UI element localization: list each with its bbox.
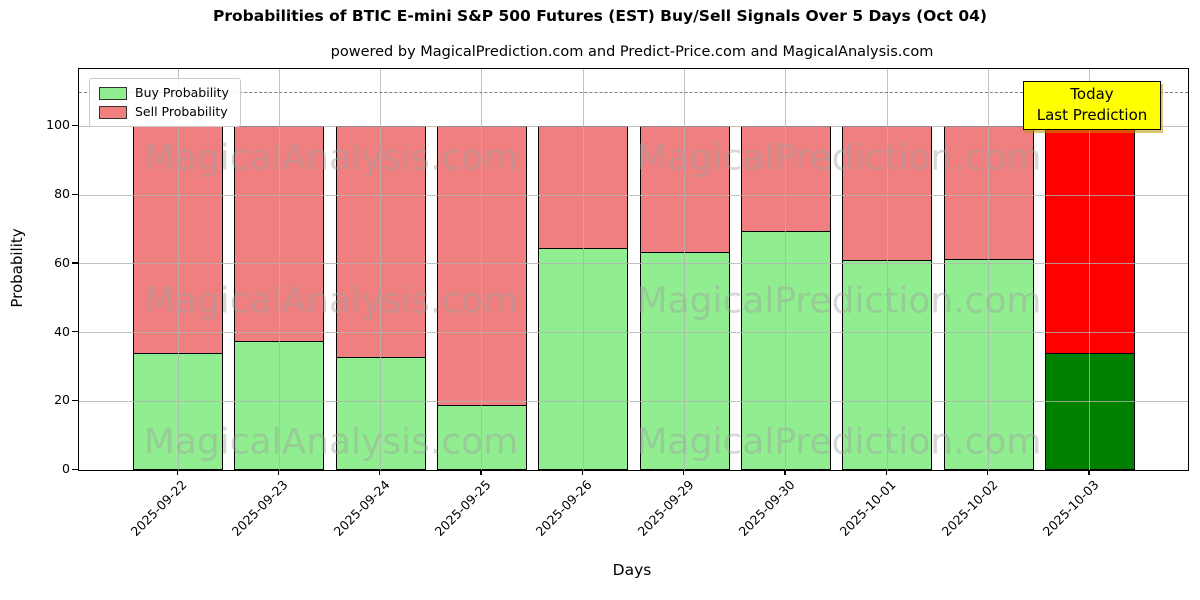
gridline-y-60 <box>79 263 1188 265</box>
x-ticklabel-2025-09-30: 2025-09-30 <box>735 477 798 539</box>
gridline-x-2025-09-24 <box>380 69 382 470</box>
x-ticklabel-2025-09-25: 2025-09-25 <box>431 477 494 539</box>
x-ticklabel-2025-09-22: 2025-09-22 <box>127 477 190 539</box>
y-ticklabel-0: 0 <box>62 461 70 476</box>
y-axis-label: Probability <box>8 228 26 308</box>
x-tickmark-2025-09-24 <box>379 470 381 475</box>
x-ticklabel-2025-09-29: 2025-09-29 <box>634 477 697 539</box>
y-ticklabel-80: 80 <box>54 186 70 202</box>
today-annotation-box: Today Last Prediction <box>1023 81 1161 130</box>
legend-label-buy: Buy Probability <box>135 85 229 100</box>
legend-label-sell: Sell Probability <box>135 104 228 119</box>
x-ticklabel-2025-10-01: 2025-10-01 <box>836 477 899 539</box>
x-ticklabel-2025-09-23: 2025-09-23 <box>228 477 291 539</box>
y-tickmark-80 <box>72 193 78 195</box>
y-tickmark-40 <box>72 331 78 333</box>
y-ticklabel-60: 60 <box>54 254 70 270</box>
y-tickmark-60 <box>72 262 78 264</box>
chart-title: Probabilities of BTIC E-mini S&P 500 Fut… <box>212 7 988 25</box>
y-tickmark-0 <box>72 468 78 470</box>
gridline-x-2025-09-23 <box>278 69 280 470</box>
gridline-y-40 <box>79 332 1188 334</box>
chart-subtitle: powered by MagicalPrediction.com and Pre… <box>330 44 934 60</box>
x-tickmark-2025-09-22 <box>176 470 178 475</box>
annotation-line-2: Last Prediction <box>1036 106 1148 124</box>
gridline-x-2025-09-22 <box>177 69 179 470</box>
x-tickmark-2025-10-01 <box>885 470 887 475</box>
x-tickmark-2025-10-03 <box>1088 470 1090 475</box>
legend: Buy Probability Sell Probability <box>89 78 241 127</box>
gridline-x-2025-09-25 <box>481 69 483 470</box>
x-axis-label: Days <box>612 561 652 579</box>
plot-area: MagicalAnalysis.com MagicalPrediction.com… <box>78 68 1189 471</box>
x-tickmark-2025-09-30 <box>784 470 786 475</box>
gridline-y-20 <box>79 400 1188 402</box>
annotation-line-1: Today <box>1070 85 1114 103</box>
x-tickmark-2025-09-26 <box>581 470 583 475</box>
gridline-x-2025-09-29 <box>684 69 686 470</box>
x-ticklabel-2025-10-03: 2025-10-03 <box>1039 477 1102 539</box>
gridline-x-2025-09-30 <box>785 69 787 470</box>
buy-color-swatch <box>99 86 127 100</box>
reference-dashed-line <box>79 92 1188 94</box>
x-ticklabel-2025-09-24: 2025-09-24 <box>330 477 393 539</box>
legend-entry-buy: Buy Probability <box>99 86 229 100</box>
gridline-x-2025-10-01 <box>886 69 888 470</box>
gridline-y-80 <box>79 194 1188 196</box>
x-tickmark-2025-10-02 <box>987 470 989 475</box>
y-ticklabel-40: 40 <box>54 323 70 339</box>
x-tickmark-2025-09-25 <box>480 470 482 475</box>
gridline-x-2025-10-03 <box>1089 69 1091 470</box>
gridline-x-2025-09-26 <box>582 69 584 470</box>
y-ticklabel-100: 100 <box>46 117 70 133</box>
gridline-x-2025-10-02 <box>988 69 990 470</box>
y-tickmark-20 <box>72 399 78 401</box>
legend-entry-sell: Sell Probability <box>99 105 229 119</box>
x-tickmark-2025-09-29 <box>683 470 685 475</box>
x-ticklabel-2025-09-26: 2025-09-26 <box>532 477 595 539</box>
y-tickmark-100 <box>72 124 78 127</box>
sell-color-swatch <box>99 105 127 119</box>
x-tickmark-2025-09-23 <box>277 470 280 475</box>
gridline-y-100 <box>79 125 1188 127</box>
y-ticklabel-20: 20 <box>54 392 70 408</box>
x-ticklabel-2025-10-02: 2025-10-02 <box>938 477 1001 539</box>
